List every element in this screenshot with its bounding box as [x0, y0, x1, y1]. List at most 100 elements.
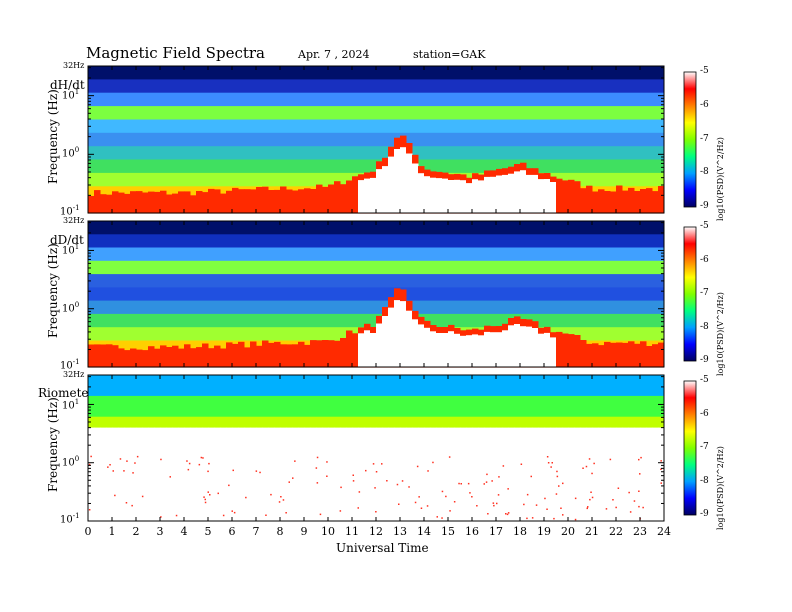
- noise-speck: [585, 465, 588, 468]
- spectrum-band: [88, 146, 664, 161]
- noise-speck: [558, 485, 560, 487]
- power-column: [214, 345, 221, 367]
- x-tick-label: 18: [513, 525, 527, 538]
- power-column: [604, 341, 611, 367]
- noise-speck: [294, 460, 296, 462]
- background-column: [502, 427, 509, 521]
- saturated-column: [520, 170, 527, 213]
- background-column: [472, 427, 479, 521]
- background-column: [520, 427, 527, 521]
- saturated-column: [484, 331, 491, 367]
- power-column: [298, 341, 305, 367]
- power-column: [250, 341, 257, 367]
- saturated-column: [550, 337, 557, 367]
- power-column: [130, 348, 137, 367]
- background-column: [490, 427, 497, 521]
- power-column: [556, 331, 563, 367]
- saturated-column: [472, 179, 479, 213]
- background-column: [640, 427, 647, 521]
- colorbar-label: log10(PSD)(V^2/Hz): [716, 137, 725, 221]
- saturated-column: [514, 171, 521, 213]
- noise-speck: [107, 466, 109, 468]
- noise-speck: [228, 484, 230, 487]
- noise-speck: [483, 483, 485, 485]
- noise-speck: [560, 507, 562, 509]
- y-tick-label: 100: [62, 301, 80, 315]
- power-column: [130, 191, 137, 213]
- background-column: [148, 427, 155, 521]
- noise-speck: [615, 506, 617, 509]
- background-column: [358, 427, 365, 521]
- saturated-column: [358, 180, 365, 213]
- power-column: [238, 341, 245, 367]
- spectrum-band: [88, 395, 664, 418]
- power-column: [352, 176, 359, 213]
- noise-speck: [319, 513, 322, 516]
- colorbar-tick-label: -7: [700, 133, 709, 144]
- power-column: [196, 347, 203, 367]
- noise-speck: [365, 469, 367, 472]
- background-column: [214, 427, 221, 521]
- background-column: [304, 427, 311, 521]
- background-column: [424, 427, 431, 521]
- noise-speck: [556, 470, 558, 473]
- power-column: [304, 344, 311, 367]
- power-column: [100, 344, 107, 367]
- noise-speck: [638, 458, 640, 461]
- noise-speck: [200, 456, 203, 459]
- noise-speck: [375, 511, 377, 513]
- noise-speck: [408, 486, 410, 488]
- background-column: [466, 427, 473, 521]
- background-column: [190, 427, 197, 521]
- noise-speck: [458, 482, 460, 485]
- power-column: [286, 189, 293, 213]
- noise-speck: [357, 507, 359, 509]
- noise-speck: [628, 491, 630, 494]
- power-column: [340, 184, 347, 213]
- noise-speck: [315, 467, 318, 469]
- background-column: [580, 427, 587, 521]
- noise-speck: [265, 514, 267, 516]
- noise-speck: [231, 510, 233, 512]
- saturated-column: [544, 332, 551, 367]
- power-column: [274, 189, 281, 213]
- x-tick-label: 10: [321, 525, 335, 538]
- noise-speck: [207, 491, 209, 493]
- x-tick-label: 6: [228, 525, 236, 538]
- background-column: [382, 427, 389, 521]
- spectrum-band: [88, 300, 664, 315]
- saturated-column: [514, 324, 521, 367]
- noise-speck: [326, 461, 328, 463]
- colorbar-tick-label: -8: [700, 167, 709, 178]
- saturated-column: [544, 179, 551, 213]
- noise-speck: [358, 491, 361, 493]
- background-column: [568, 427, 575, 521]
- noise-speck: [587, 506, 589, 508]
- noise-speck: [485, 481, 488, 483]
- colorbar: [683, 71, 697, 208]
- colorbar: [683, 226, 697, 362]
- saturated-column: [364, 330, 371, 367]
- background-column: [94, 427, 101, 521]
- date-label: Apr. 7 , 2024: [298, 48, 370, 61]
- saturated-column: [358, 333, 365, 367]
- noise-speck: [445, 495, 447, 498]
- background-column: [184, 427, 191, 521]
- power-column: [238, 189, 245, 213]
- background-column: [544, 427, 551, 521]
- background-column: [364, 427, 371, 521]
- power-column: [598, 345, 605, 367]
- power-column: [646, 188, 653, 213]
- noise-speck: [642, 506, 644, 509]
- noise-speck: [469, 492, 471, 494]
- noise-speck: [638, 505, 640, 508]
- power-column: [178, 191, 185, 213]
- saturated-column: [448, 180, 455, 213]
- noise-speck: [90, 455, 92, 458]
- noise-speck: [396, 483, 399, 486]
- spectrum-band: [88, 260, 664, 275]
- x-tick-label: 19: [537, 525, 551, 538]
- power-column: [220, 193, 227, 213]
- power-column: [94, 344, 101, 367]
- power-column: [142, 350, 149, 367]
